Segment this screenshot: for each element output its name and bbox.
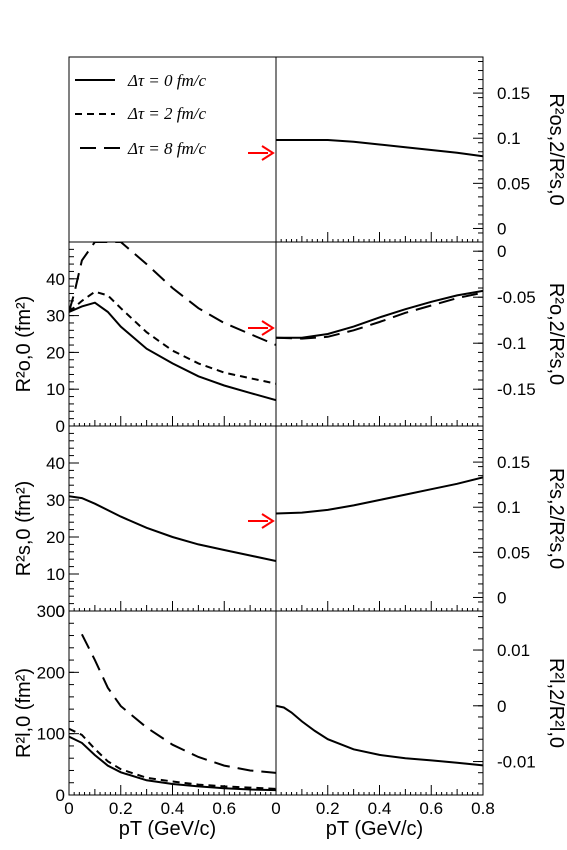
y-tick-label: 0.05 (497, 174, 530, 193)
y-tick-label: 10 (46, 565, 65, 584)
y-axis-title: R²o,2/R²s,0 (545, 283, 567, 385)
legend-label-1: Δτ = 2 fm/c (127, 104, 207, 123)
y-tick-label: -0.1 (497, 334, 526, 353)
red-arrow-0 (248, 145, 275, 161)
panel-rl2: -0.01 0 0.01 0 0.2 0.4 0.6 0.8 pT (GeV/c) R²l,2/R… (271, 610, 567, 840)
panel-frame (275, 56, 484, 243)
y-tick-label: 40 (46, 454, 65, 473)
arrow-head (261, 513, 275, 529)
panels: 0 10 20 30 40 R²o,0 (fm²) 0 10 20 30 40 R²s,0 (fm²)… (13, 56, 567, 840)
series-line-0 (69, 735, 276, 792)
y-axis-title: R²s,0 (fm²) (13, 481, 35, 577)
y-tick-label: 0 (497, 219, 506, 238)
y-axis-title: R²o,0 (fm²) (13, 296, 35, 393)
panel-ro2: -0.15 -0.1 -0.05 0 R²o,2/R²s,0 (275, 241, 567, 427)
arrow-head (261, 145, 275, 161)
series-line-0 (69, 495, 276, 562)
y-tick-label: 0.15 (497, 453, 530, 472)
y-tick-label: 0.05 (497, 543, 530, 562)
y-tick-label: 10 (46, 380, 65, 399)
y-tick-label: -0.05 (497, 288, 536, 307)
x-tick-label: 0.4 (368, 799, 392, 818)
y-tick-label: 0 (56, 786, 65, 805)
y-tick-label: 30 (46, 491, 65, 510)
panel-frame (275, 241, 484, 427)
y-axis-title: R²s,2/R²s,0 (545, 468, 567, 569)
y-tick-label: 20 (46, 343, 65, 362)
y-axis-title: R²l,2/R²l,0 (545, 658, 567, 748)
x-tick-label: 0 (64, 799, 73, 818)
panel-frame (275, 610, 484, 796)
arrow-head (261, 320, 275, 336)
y-tick-label: 0.1 (497, 129, 521, 148)
x-tick-label: 0.4 (161, 799, 185, 818)
legend: Δτ = 0 fm/c Δτ = 2 fm/c Δτ = 8 fm/c (68, 56, 277, 243)
y-tick-label: 0 (56, 602, 65, 621)
panel-rs0: 0 10 20 30 40 R²s,0 (fm²) (13, 425, 277, 621)
series-line-0 (276, 476, 483, 515)
panel-frame (68, 425, 277, 612)
x-tick-label: 0.2 (316, 799, 340, 818)
panel-rs2: 0 0.05 0.1 0.15 R²s,2/R²s,0 (275, 425, 567, 612)
y-tick-label: 0 (497, 242, 506, 261)
y-tick-label: 40 (46, 270, 65, 289)
series-line-0 (276, 704, 483, 767)
y-tick-label: 0 (56, 417, 65, 436)
series-line-2 (69, 242, 276, 346)
y-tick-label: 0 (497, 697, 506, 716)
y-tick-label: 100 (37, 725, 65, 744)
y-tick-label: 200 (37, 663, 65, 682)
x-tick-label: 0.6 (212, 799, 236, 818)
panel-ros2: 0 0.05 0.1 0.15 R²os,2/R²s,0 (275, 56, 567, 243)
y-tick-label: 300 (37, 602, 65, 621)
y-tick-label: -0.15 (497, 380, 536, 399)
panel-frame (275, 425, 484, 612)
legend-label-0: Δτ = 0 fm/c (127, 71, 207, 90)
series-line-1 (69, 290, 276, 385)
series-line-2 (81, 633, 276, 774)
panel-frame (68, 610, 277, 796)
y-tick-label: 0.01 (497, 641, 530, 660)
y-tick-label: 0.1 (497, 498, 521, 517)
series-line-1 (69, 727, 276, 790)
legend-label-2: Δτ = 8 fm/c (127, 139, 207, 158)
series-line-1 (276, 291, 483, 340)
x-tick-label: 0 (271, 799, 280, 818)
series-line-0 (276, 289, 483, 339)
y-tick-label: 0 (497, 588, 506, 607)
red-arrow-2 (248, 513, 275, 529)
y-tick-label: -0.01 (497, 753, 536, 772)
series-line-0 (276, 139, 483, 158)
panel-ro0: 0 10 20 30 40 R²o,0 (fm²) (13, 241, 277, 436)
y-tick-label: 20 (46, 528, 65, 547)
series-line-0 (69, 301, 276, 402)
y-axis-title: R²os,2/R²s,0 (545, 93, 567, 205)
x-tick-label: 0.8 (471, 799, 495, 818)
x-tick-label: 0.6 (419, 799, 443, 818)
y-axis-title: R²l,0 (fm²) (13, 668, 35, 758)
y-tick-label: 30 (46, 307, 65, 326)
x-axis-title: pT (GeV/c) (119, 818, 216, 840)
panel-frame (68, 241, 277, 427)
y-tick-label: 0.15 (497, 84, 530, 103)
x-axis-title: pT (GeV/c) (326, 818, 423, 840)
red-arrow-1 (248, 320, 275, 336)
x-tick-label: 0.2 (109, 799, 133, 818)
